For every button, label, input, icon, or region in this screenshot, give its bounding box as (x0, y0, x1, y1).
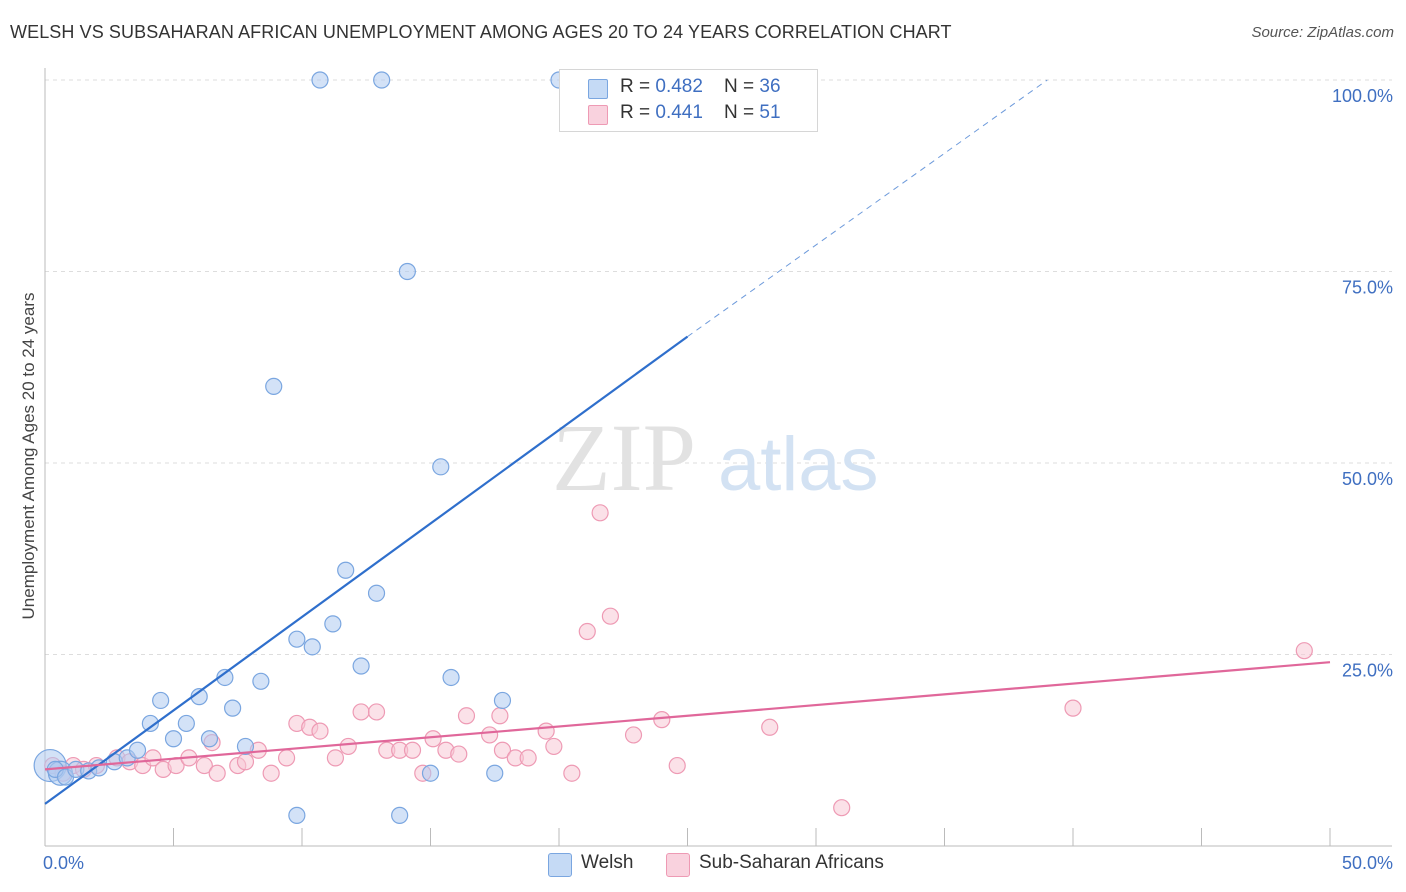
african-point (545, 737, 563, 756)
african-point (277, 749, 296, 767)
welsh-n-label: N = (724, 76, 760, 97)
axes (44, 68, 1392, 847)
welsh-point (303, 638, 321, 656)
x-tick-label: 50.0% (1342, 853, 1393, 873)
african-point (591, 504, 609, 522)
y-tick-label: 25.0% (1342, 661, 1393, 681)
african-trendline (44, 661, 1331, 771)
african-point (601, 607, 620, 625)
welsh-point (398, 262, 416, 281)
trendlines (44, 79, 1331, 805)
chart-title: WELSH VS SUBSAHARAN AFRICAN UNEMPLOYMENT… (10, 22, 952, 42)
african-point (1064, 699, 1082, 717)
african-point (403, 741, 422, 759)
african-point (761, 718, 779, 736)
african-point (208, 764, 226, 782)
welsh-point (200, 730, 219, 748)
welsh-point (216, 668, 234, 687)
welsh-point (152, 691, 170, 710)
african-r-value: 0.441 (655, 102, 703, 123)
y-tick-label: 100.0% (1332, 86, 1393, 106)
welsh-point (288, 806, 306, 824)
african-point (424, 730, 442, 748)
welsh-point (128, 741, 147, 759)
welsh-trendline (44, 335, 689, 805)
african-point (236, 753, 255, 771)
african-point (653, 711, 671, 729)
welsh-point (486, 764, 504, 782)
welsh-r-value: 0.482 (655, 76, 703, 97)
watermark-atlas: atlas (718, 422, 879, 507)
welsh-point (391, 806, 409, 824)
welsh-point (265, 377, 283, 395)
welsh-point (367, 584, 386, 602)
source-label: Source: ZipAtlas.com (1251, 24, 1394, 41)
african-point (326, 749, 345, 767)
african-point (144, 749, 162, 767)
african-n-value: 51 (759, 102, 781, 123)
welsh-point (373, 71, 391, 89)
african-point (491, 707, 509, 725)
y-tick-labels: 100.0% 75.0% 50.0% 25.0% (1332, 86, 1393, 681)
welsh-trendline-extension (687, 79, 1048, 338)
african-point (262, 764, 280, 782)
african-point (481, 726, 499, 744)
welsh-r-label: R = (620, 76, 656, 97)
correlation-legend: R = 0.482 N = 36 R = 0.441 N = 51 (559, 69, 818, 132)
welsh-point (252, 672, 270, 690)
x-tick-labels: 0.0% 50.0% (43, 853, 1393, 873)
african-point (563, 764, 581, 782)
welsh-point (421, 764, 440, 782)
y-tick-label: 75.0% (1342, 278, 1393, 298)
welsh-point (442, 668, 460, 687)
african-point (493, 741, 512, 759)
african-point (367, 703, 386, 721)
african-point (519, 749, 537, 767)
welsh-point (432, 458, 450, 476)
welsh-point (493, 691, 512, 710)
african-swatch (588, 105, 608, 125)
gridlines (45, 79, 1392, 655)
african-n-label: N = (724, 102, 760, 123)
welsh-point (236, 737, 255, 756)
welsh-point (311, 71, 329, 89)
series-sub-saharan-africans (44, 504, 1313, 817)
welsh-point (352, 657, 370, 675)
african-point (624, 726, 643, 744)
welsh-point (141, 714, 159, 733)
welsh-point (164, 730, 183, 748)
series-welsh (33, 71, 568, 824)
welsh-legend-swatch (548, 853, 572, 877)
welsh-point (324, 615, 342, 633)
african-point (578, 622, 596, 641)
african-point (352, 703, 370, 721)
welsh-point (337, 561, 355, 579)
african-point (668, 756, 686, 775)
african-point (195, 756, 213, 775)
african-point (450, 745, 468, 763)
african-r-label: R = (620, 102, 656, 123)
welsh-legend-label: Welsh (581, 852, 634, 873)
african-legend-swatch (666, 853, 690, 877)
welsh-swatch (588, 79, 608, 99)
y-tick-label: 50.0% (1342, 469, 1393, 489)
welsh-n-value: 36 (759, 76, 781, 97)
welsh-point (224, 699, 242, 717)
welsh-point (288, 630, 306, 648)
african-point (833, 799, 851, 817)
african-point (339, 737, 357, 756)
african-point (1295, 642, 1313, 660)
african-point (311, 722, 329, 740)
african-point (457, 707, 476, 725)
african-legend-label: Sub-Saharan Africans (699, 852, 884, 873)
y-axis-label: Unemployment Among Ages 20 to 24 years (19, 293, 38, 620)
welsh-point (177, 714, 195, 733)
african-point (537, 722, 555, 740)
x-tick-label: 0.0% (43, 853, 84, 873)
watermark-zip: ZIP (552, 404, 696, 511)
